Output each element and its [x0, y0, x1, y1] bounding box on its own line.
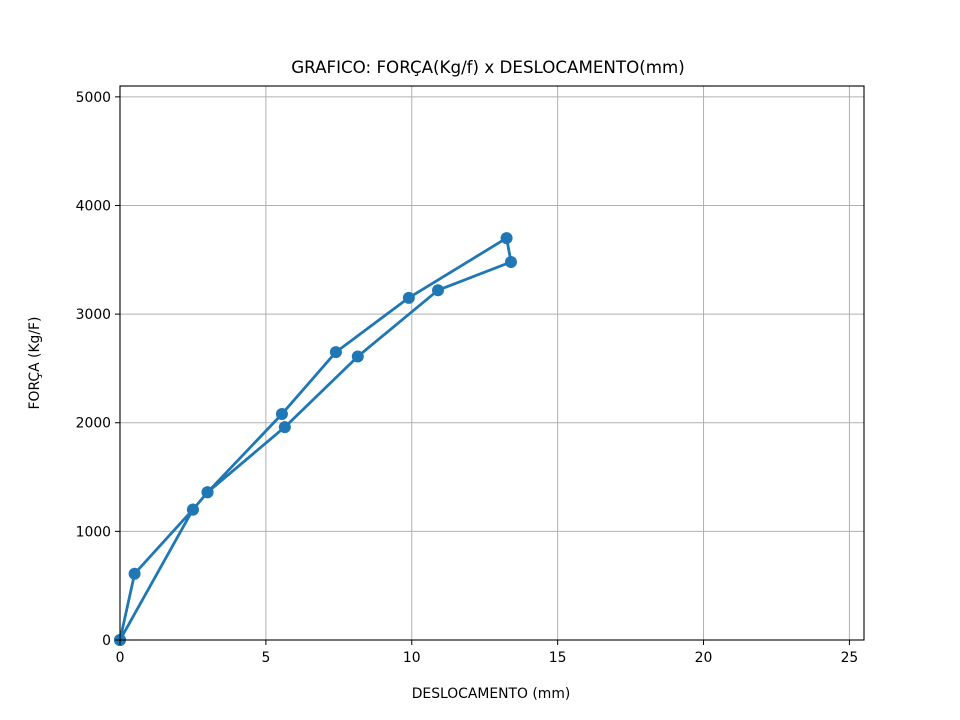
data-point [186, 503, 199, 516]
y-axis-ticks: 0 1000 2000 3000 4000 5000 [76, 90, 120, 649]
x-tick-label: 0 [116, 650, 125, 666]
plot-area: 0 5 10 15 20 25 0 1000 2000 3000 4000 5000 [76, 85, 865, 666]
data-point [432, 284, 445, 297]
data-point [278, 421, 291, 434]
y-tick-label: 0 [102, 633, 111, 649]
x-tick-label: 25 [841, 650, 859, 666]
data-point [128, 567, 141, 580]
data-point [351, 350, 364, 363]
data-point [275, 408, 288, 421]
y-tick-label: 5000 [76, 90, 111, 106]
y-axis-label: FORÇA (Kg/F) [27, 317, 43, 410]
chart-title: GRAFICO: FORÇA(Kg/f) x DESLOCAMENTO(mm) [291, 57, 684, 77]
y-tick-label: 4000 [76, 198, 111, 214]
data-point [500, 232, 513, 245]
x-tick-label: 5 [261, 650, 270, 666]
x-tick-label: 15 [549, 650, 567, 666]
data-point [504, 255, 517, 268]
axes-background [120, 86, 864, 640]
data-point [329, 346, 342, 359]
data-point [402, 291, 415, 304]
x-tick-label: 20 [695, 650, 713, 666]
data-point [201, 486, 214, 499]
series-layer [114, 232, 517, 646]
axes-frame [119, 85, 865, 641]
x-axis-ticks: 0 5 10 15 20 25 [116, 640, 859, 666]
y-tick-label: 2000 [76, 416, 111, 432]
y-tick-label: 3000 [76, 307, 111, 323]
x-axis-label: DESLOCAMENTO (mm) [412, 686, 571, 702]
y-tick-label: 1000 [76, 524, 111, 540]
grid-lines [119, 86, 864, 641]
x-tick-label: 10 [403, 650, 421, 666]
